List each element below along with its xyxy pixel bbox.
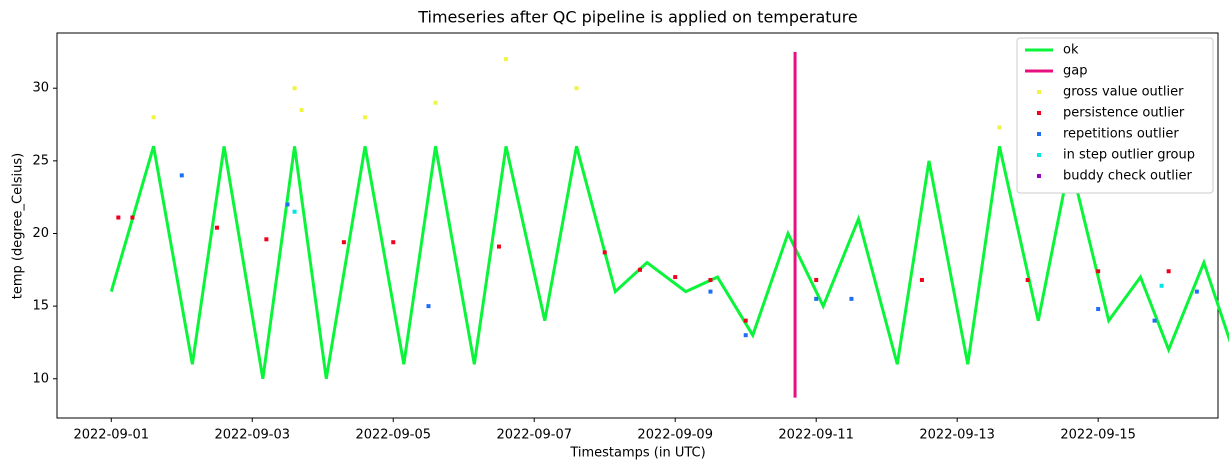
x-tick-label: 2022-09-13	[919, 428, 995, 443]
x-tick-label: 2022-09-07	[496, 428, 572, 443]
outlier-point	[637, 267, 642, 272]
outlier-point	[708, 289, 713, 294]
outlier-point	[574, 86, 579, 91]
outlier-point	[1152, 318, 1157, 323]
outlier-point	[285, 202, 290, 207]
outlier-point	[292, 86, 297, 91]
legend-label: gross value outlier	[1063, 85, 1184, 100]
y-tick-label: 25	[32, 153, 49, 168]
outlier-point	[997, 125, 1002, 130]
legend-swatch	[1037, 90, 1041, 94]
legend-label: persistence outlier	[1063, 106, 1185, 121]
outlier-point	[341, 240, 346, 245]
legend-swatch	[1037, 132, 1041, 136]
x-axis-label: Timestamps (in UTC)	[569, 446, 705, 461]
outlier-point	[814, 277, 819, 282]
x-tick-label: 2022-09-15	[1060, 428, 1136, 443]
y-tick-label: 30	[32, 81, 49, 96]
x-tick-label: 2022-09-11	[778, 428, 854, 443]
outlier-point	[363, 115, 368, 120]
legend-box	[1016, 37, 1214, 194]
outlier-point	[179, 173, 184, 178]
outlier-point	[130, 215, 135, 220]
outlier-point	[1159, 283, 1164, 288]
plot-frame	[56, 32, 1219, 419]
outlier-point	[708, 277, 713, 282]
outlier-point	[814, 296, 819, 301]
outlier-point	[426, 304, 431, 309]
legend-label: gap	[1063, 64, 1087, 79]
outlier-point	[919, 277, 924, 282]
chart-title: Timeseries after QC pipeline is applied …	[417, 8, 858, 27]
outlier-point	[673, 275, 678, 280]
outlier-point	[433, 100, 438, 105]
legend-swatch	[1037, 174, 1041, 178]
legend-label: in step outlier group	[1063, 148, 1195, 163]
outlier-point	[116, 215, 121, 220]
outlier-point	[1194, 289, 1199, 294]
outlier-point	[151, 115, 156, 120]
outlier-point	[292, 209, 297, 214]
legend-label: ok	[1063, 43, 1079, 58]
outlier-point	[1025, 277, 1030, 282]
outlier-point	[299, 108, 304, 112]
outlier-point	[1096, 307, 1101, 312]
y-tick-label: 10	[32, 371, 49, 386]
legend-label: buddy check outlier	[1063, 169, 1193, 184]
y-tick-label: 20	[32, 226, 49, 241]
outlier-point	[1166, 269, 1171, 274]
y-tick-label: 15	[32, 299, 49, 314]
outlier-point	[849, 296, 854, 301]
legend-swatch	[1037, 153, 1041, 157]
outlier-point	[602, 250, 607, 255]
x-tick-label: 2022-09-01	[73, 428, 149, 443]
legend-label: repetitions outlier	[1063, 127, 1179, 142]
outlier-point	[743, 318, 748, 323]
outlier-point	[264, 237, 269, 242]
y-axis-label: temp (degree_Celsius)	[11, 153, 26, 299]
x-tick-label: 2022-09-05	[355, 428, 431, 443]
x-tick-label: 2022-09-09	[637, 428, 713, 443]
outlier-point	[504, 57, 509, 62]
outlier-point	[1096, 269, 1101, 274]
outlier-point	[215, 225, 220, 230]
x-tick-label: 2022-09-03	[214, 428, 290, 443]
outlier-point	[391, 240, 396, 245]
outlier-point	[743, 333, 748, 338]
series-line	[109, 145, 1229, 380]
legend-swatch	[1037, 111, 1041, 115]
outlier-point	[496, 244, 501, 249]
